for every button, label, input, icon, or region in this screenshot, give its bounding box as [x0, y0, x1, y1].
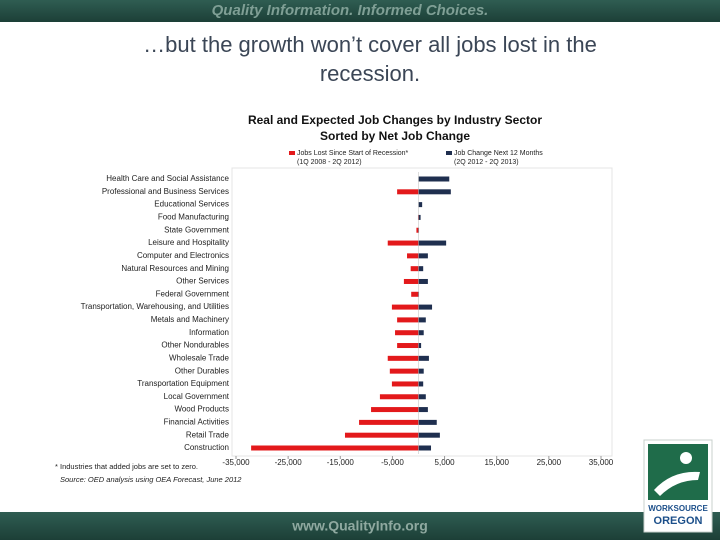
- bar: [379, 394, 419, 400]
- bar: [359, 419, 419, 425]
- slide-title: recession.: [320, 61, 420, 86]
- x-tick-label: 5,000: [435, 458, 456, 467]
- y-tick-label: Wholesale Trade: [169, 353, 230, 362]
- y-tick-label: Computer and Electronics: [137, 251, 229, 260]
- footer-band: [0, 512, 720, 540]
- bar: [251, 445, 419, 451]
- y-tick-label: Health Care and Social Assistance: [106, 174, 229, 183]
- bar: [389, 368, 419, 374]
- y-tick-label: Professional and Business Services: [102, 187, 229, 196]
- bar: [418, 355, 429, 361]
- legend-swatch: [446, 151, 452, 155]
- y-tick-label: Transportation Equipment: [137, 379, 230, 388]
- bar: [416, 227, 419, 233]
- bar: [418, 266, 424, 272]
- slide-title: …but the growth won’t cover all jobs los…: [143, 32, 597, 57]
- footer-text: www.QualityInfo.org: [291, 518, 428, 534]
- bar: [391, 304, 419, 310]
- plot-frame: [231, 167, 613, 457]
- bar: [418, 202, 423, 208]
- bar: [418, 317, 426, 323]
- bar: [418, 189, 451, 195]
- y-tick-label: Local Government: [164, 392, 230, 401]
- bar: [403, 278, 419, 284]
- x-tick-label: -15,000: [327, 458, 355, 467]
- bar: [387, 355, 419, 361]
- legend-note: (2Q 2012 - 2Q 2013): [454, 159, 519, 166]
- x-tick-label: 35,000: [589, 458, 614, 467]
- footnote: Source: OED analysis using OEA Forecast,…: [60, 475, 242, 484]
- bar: [418, 407, 428, 413]
- bar: [391, 381, 419, 387]
- bar: [418, 214, 421, 220]
- y-tick-label: Other Nondurables: [161, 341, 229, 350]
- bar: [418, 445, 432, 451]
- chart-title: Real and Expected Job Changes by Industr…: [248, 113, 542, 127]
- bar: [344, 432, 419, 438]
- header-band: [0, 0, 720, 22]
- y-tick-label: Information: [189, 328, 229, 337]
- bar: [418, 381, 424, 387]
- x-tick-label: 15,000: [484, 458, 509, 467]
- bar: [410, 266, 419, 272]
- bar: [397, 343, 419, 349]
- logo-figure: [654, 471, 700, 496]
- bar: [397, 189, 419, 195]
- bar: [418, 278, 428, 284]
- bar: [411, 291, 419, 297]
- bar: [418, 394, 426, 400]
- y-tick-label: Retail Trade: [186, 430, 230, 439]
- bar: [395, 330, 419, 336]
- y-tick-label: Metals and Machinery: [151, 315, 229, 324]
- y-tick-label: Construction: [184, 443, 229, 452]
- y-tick-label: Educational Services: [154, 200, 229, 209]
- y-tick-label: Natural Resources and Mining: [121, 264, 229, 273]
- y-tick-label: Transportation, Warehousing, and Utiliti…: [81, 302, 229, 311]
- bar: [418, 253, 428, 259]
- x-tick-label: -25,000: [275, 458, 303, 467]
- bar: [397, 317, 419, 323]
- y-tick-label: Wood Products: [174, 405, 229, 414]
- bar: [418, 176, 450, 182]
- footnote: * Industries that added jobs are set to …: [55, 462, 198, 471]
- y-tick-label: Financial Activities: [164, 417, 229, 426]
- header-text: Quality Information. Informed Choices.: [212, 2, 489, 19]
- bar: [418, 343, 422, 349]
- bar: [418, 368, 424, 374]
- bar: [417, 214, 419, 220]
- bar: [407, 253, 419, 259]
- x-tick-label: 25,000: [537, 458, 562, 467]
- bar: [418, 304, 433, 310]
- x-tick-label: -5,000: [381, 458, 404, 467]
- bar: [371, 407, 419, 413]
- legend-note: (1Q 2008 - 2Q 2012): [297, 159, 362, 166]
- chart-subtitle: Sorted by Net Job Change: [320, 129, 470, 143]
- logo-text: WORKSOURCE: [648, 504, 708, 513]
- legend-swatch: [289, 151, 295, 155]
- y-tick-label: Other Durables: [175, 366, 229, 375]
- bar: [418, 432, 440, 438]
- bar: [387, 240, 419, 246]
- bar: [418, 419, 437, 425]
- y-tick-label: Federal Government: [156, 289, 230, 298]
- y-tick-label: Leisure and Hospitality: [148, 238, 229, 247]
- y-tick-label: Food Manufacturing: [158, 213, 229, 222]
- y-tick-label: State Government: [164, 225, 230, 234]
- bar: [418, 291, 420, 297]
- x-tick-label: -35,000: [222, 458, 250, 467]
- logo-figure: [680, 452, 692, 464]
- legend-label: Job Change Next 12 Months: [454, 150, 543, 157]
- logo-text: OREGON: [654, 515, 703, 527]
- y-tick-label: Other Services: [176, 277, 229, 286]
- bar: [418, 240, 447, 246]
- bar: [418, 227, 420, 233]
- bar: [418, 330, 424, 336]
- legend-label: Jobs Lost Since Start of Recession*: [297, 150, 409, 157]
